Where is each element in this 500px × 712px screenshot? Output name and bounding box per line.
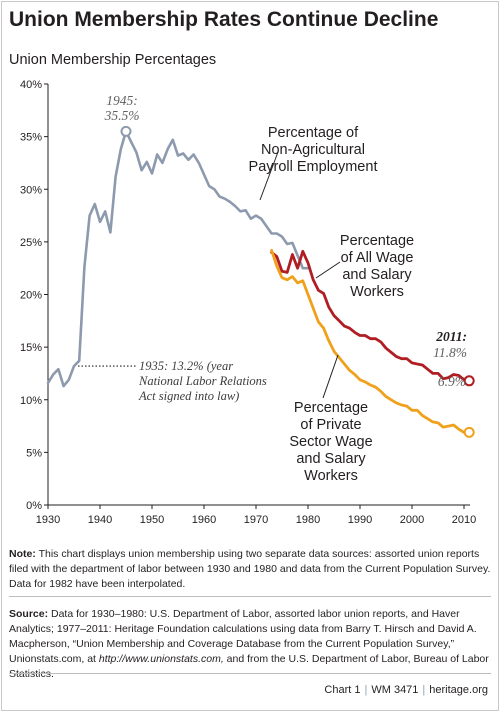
all-wage-series-label: and Salary	[342, 267, 412, 283]
x-tick-label: 1970	[244, 514, 268, 526]
chart-source: Source: Data for 1930–1980: U.S. Departm…	[9, 607, 491, 682]
nonag-series-label: Payroll Employment	[249, 159, 378, 175]
all-wage-end-marker	[463, 375, 475, 387]
footer-wm: WM 3471	[371, 684, 419, 696]
chart-note: Note: This chart displays union membersh…	[9, 547, 491, 592]
source-text-2: and from the U.S. Department of Labor, B…	[9, 653, 489, 680]
all-wage-leader-line	[315, 261, 341, 279]
all-wage-end-value: 11.8%	[433, 345, 467, 360]
all-wage-series-label: Percentage	[340, 233, 414, 249]
chart-subtitle: Union Membership Percentages	[9, 52, 217, 68]
x-tick-label: 1950	[140, 514, 164, 526]
private-series-label: and Salary	[296, 451, 366, 467]
y-tick-label: 40%	[20, 79, 42, 91]
private-series-label: Workers	[304, 468, 358, 484]
x-tick-label: 2010	[452, 514, 476, 526]
nlra-annotation-line: National Labor Relations	[138, 374, 267, 388]
x-tick-label: 1940	[88, 514, 112, 526]
note-label: Note:	[9, 548, 36, 560]
all-wage-series-line	[270, 249, 471, 383]
peak-marker	[120, 125, 132, 137]
nonag-series-label: Non-Agricultural	[261, 142, 365, 158]
private-end-marker	[463, 426, 475, 438]
footer-chart-number: Chart 1	[324, 684, 361, 696]
footer-site[interactable]: heritage.org	[429, 684, 488, 696]
y-tick-label: 25%	[20, 237, 42, 249]
private-series-label: Sector Wage	[289, 434, 372, 450]
x-tick-label: 2000	[400, 514, 424, 526]
nonag-leader-line	[259, 151, 279, 201]
y-tick-label: 10%	[20, 395, 42, 407]
x-tick-label: 1990	[348, 514, 372, 526]
y-tick-label: 0%	[26, 500, 42, 512]
private-end-value: 6.9%	[438, 374, 466, 389]
line-chart: 0% 5% 10% 15% 20% 25% 30% 35% 40% 1930 1940 1950 196…	[20, 79, 476, 526]
x-tick-label: 1980	[296, 514, 320, 526]
all-wage-series-label: Workers	[350, 284, 404, 300]
all-wage-end-year: 2011:	[435, 329, 467, 344]
source-link[interactable]: http://www.unionstats.com,	[98, 653, 224, 665]
nlra-annotation-line: 1935: 13.2% (year	[139, 359, 233, 373]
private-series-line	[270, 248, 471, 434]
y-tick-label: 5%	[26, 447, 42, 459]
y-tick-label: 15%	[20, 342, 42, 354]
source-label: Source:	[9, 608, 49, 620]
all-wage-series-label: of All Wage	[341, 250, 414, 266]
source-text-1: Data for 1930–1980: U.S. Department of L…	[9, 608, 477, 665]
y-tick-label: 35%	[20, 132, 42, 144]
nonag-series-line	[46, 130, 310, 388]
private-series-label: Percentage	[294, 400, 368, 416]
footer: Chart 1 | WM 3471 | heritage.org	[324, 684, 488, 696]
chart-title: Union Membership Rates Continue Decline	[9, 8, 439, 31]
x-tick-label: 1960	[192, 514, 216, 526]
private-leader-line	[322, 354, 339, 399]
note-text: This chart displays union membership usi…	[9, 548, 491, 590]
peak-annotation-value: 35.5%	[104, 108, 140, 123]
divider	[9, 596, 491, 597]
y-tick-label: 30%	[20, 184, 42, 196]
peak-annotation-year: 1945:	[106, 93, 138, 108]
private-series-label: of Private	[300, 417, 361, 433]
nonag-series-label: Percentage of	[268, 125, 359, 141]
nlra-annotation-line: Act signed into law)	[138, 389, 239, 403]
footer-divider	[9, 673, 491, 674]
x-tick-label: 1930	[36, 514, 60, 526]
y-tick-label: 20%	[20, 290, 42, 302]
